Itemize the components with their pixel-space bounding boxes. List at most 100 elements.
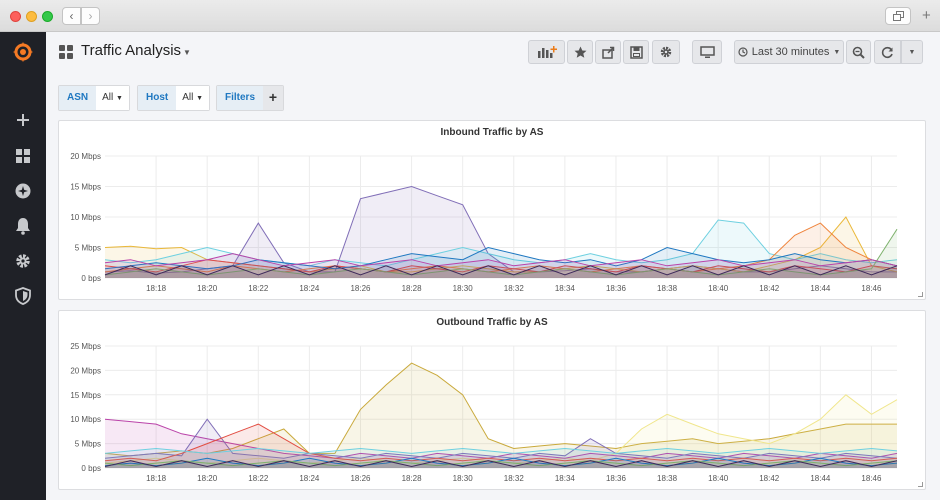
outbound-traffic-panel[interactable]: Outbound Traffic by AS 0 bps 5 Mbps 10 Mbp… — [58, 310, 926, 490]
x-tick-label: 18:24 — [299, 284, 320, 293]
x-tick-label: 18:28 — [402, 284, 423, 293]
x-tick-label: 18:32 — [504, 474, 525, 483]
inbound-traffic-panel[interactable]: Inbound Traffic by AS 0 bps 5 Mbps 10 Mbps… — [58, 120, 926, 300]
y-tick-label: 0 bps — [81, 464, 101, 473]
series-area-8 — [105, 265, 897, 278]
new-tab-button[interactable]: + — [922, 7, 931, 24]
x-tick-label: 18:22 — [248, 474, 269, 483]
x-tick-label: 18:20 — [197, 474, 218, 483]
minimize-window-button[interactable] — [26, 11, 37, 22]
asn-selected-value: All — [102, 92, 114, 103]
refresh-button[interactable] — [874, 40, 901, 64]
series-line-6[interactable] — [104, 228, 898, 276]
asn-variable-select[interactable]: All ▼ — [96, 86, 129, 110]
chevron-down-icon: ▼ — [116, 95, 123, 102]
x-tick-label: 18:44 — [810, 284, 831, 293]
x-tick-label: 18:34 — [555, 284, 576, 293]
star-icon — [574, 46, 586, 58]
x-tick-label: 18:26 — [350, 284, 371, 293]
host-variable-label: Host — [138, 86, 177, 110]
series-line-8[interactable] — [104, 265, 898, 276]
series-area-4 — [105, 259, 897, 278]
zoom-out-button[interactable] — [846, 40, 871, 64]
series-line-5[interactable] — [104, 447, 898, 454]
time-picker-button[interactable]: Last 30 minutes ▼ — [734, 40, 844, 64]
x-tick-label: 18:36 — [606, 474, 627, 483]
y-tick-label: 25 Mbps — [70, 342, 101, 351]
panel-title[interactable]: Outbound Traffic by AS — [436, 317, 548, 328]
series-line-2[interactable] — [104, 418, 898, 459]
series-line-7[interactable] — [104, 460, 898, 467]
resize-handle[interactable] — [918, 292, 923, 297]
series-line-7[interactable] — [104, 253, 898, 267]
x-tick-label: 18:42 — [759, 284, 780, 293]
page-title[interactable]: Traffic Analysis — [81, 42, 182, 59]
series-line-8[interactable] — [104, 460, 898, 468]
alerting-icon[interactable] — [12, 215, 34, 237]
resize-handle[interactable] — [918, 482, 923, 487]
explore-icon[interactable] — [12, 180, 34, 202]
chevron-down-icon: ▼ — [833, 48, 841, 56]
y-tick-label: 20 Mbps — [70, 366, 101, 375]
star-button[interactable] — [567, 40, 593, 64]
x-tick-label: 18:38 — [657, 284, 678, 293]
save-button[interactable] — [623, 40, 649, 64]
x-tick-label: 18:44 — [810, 474, 831, 483]
refresh-icon — [881, 46, 893, 58]
clock-icon — [738, 47, 748, 57]
asn-variable: ASN All ▼ — [58, 85, 130, 111]
y-tick-label: 15 Mbps — [70, 183, 101, 192]
shield-icon[interactable] — [12, 285, 34, 307]
dashboard-grid-icon — [59, 45, 74, 60]
outbound-traffic-chart[interactable]: 0 bps 5 Mbps 10 Mbps 15 Mbps 20 Mbps 25 Mbps 1… — [59, 311, 927, 491]
add-filter-button[interactable]: + — [263, 86, 284, 110]
x-tick-label: 18:40 — [708, 474, 729, 483]
save-icon — [629, 45, 643, 59]
panel-title[interactable]: Inbound Traffic by AS — [440, 127, 544, 138]
share-button[interactable] — [595, 40, 621, 64]
maximize-window-button[interactable] — [42, 11, 53, 22]
x-tick-label: 18:24 — [299, 474, 320, 483]
x-tick-label: 18:30 — [453, 284, 474, 293]
tv-mode-button[interactable] — [692, 40, 722, 64]
refresh-interval-dropdown[interactable]: ▼ — [901, 40, 923, 64]
forward-button[interactable]: › — [81, 7, 100, 25]
series-line-4[interactable] — [104, 259, 898, 273]
x-tick-label: 18:42 — [759, 474, 780, 483]
asn-variable-label: ASN — [59, 86, 97, 110]
series-area-3 — [105, 419, 897, 468]
dashboard-header: Traffic Analysis ▼ Last 30 minutes ▼ — [46, 32, 940, 74]
settings-button[interactable] — [652, 40, 680, 64]
title-bar: ‹ › + — [0, 0, 940, 32]
inbound-traffic-chart[interactable]: 0 bps 5 Mbps 10 Mbps 15 Mbps 20 Mbps 18:18 18:… — [59, 121, 927, 301]
x-tick-label: 18:20 — [197, 284, 218, 293]
dashboards-icon[interactable] — [12, 145, 34, 167]
chevron-down-icon[interactable]: ▼ — [183, 48, 191, 57]
host-variable: Host All ▼ — [137, 85, 211, 111]
restore-window-button[interactable] — [885, 7, 911, 25]
series-area-2 — [105, 419, 897, 468]
plus-icon[interactable] — [12, 109, 34, 131]
series-area-7 — [105, 253, 897, 278]
series-area-6 — [105, 229, 897, 278]
add-panel-button[interactable] — [528, 40, 565, 64]
share-icon — [601, 46, 614, 59]
x-tick-label: 18:34 — [555, 474, 576, 483]
close-window-button[interactable] — [10, 11, 21, 22]
ad-hoc-filters: Filters + — [216, 85, 285, 111]
series-line-3[interactable] — [104, 418, 898, 459]
series-area-1 — [105, 394, 897, 468]
series-line-5[interactable] — [104, 246, 898, 270]
series-line-0[interactable] — [104, 362, 897, 457]
gear-icon[interactable] — [12, 250, 34, 272]
x-tick-label: 18:38 — [657, 474, 678, 483]
host-variable-select[interactable]: All ▼ — [176, 86, 210, 110]
y-tick-label: 10 Mbps — [70, 213, 101, 222]
series-line-4[interactable] — [104, 423, 898, 462]
back-button[interactable]: ‹ — [62, 7, 81, 25]
series-area-0 — [105, 363, 897, 468]
x-tick-label: 18:32 — [504, 284, 525, 293]
grafana-logo-icon[interactable] — [12, 41, 34, 63]
chevron-down-icon: ▼ — [908, 48, 916, 56]
